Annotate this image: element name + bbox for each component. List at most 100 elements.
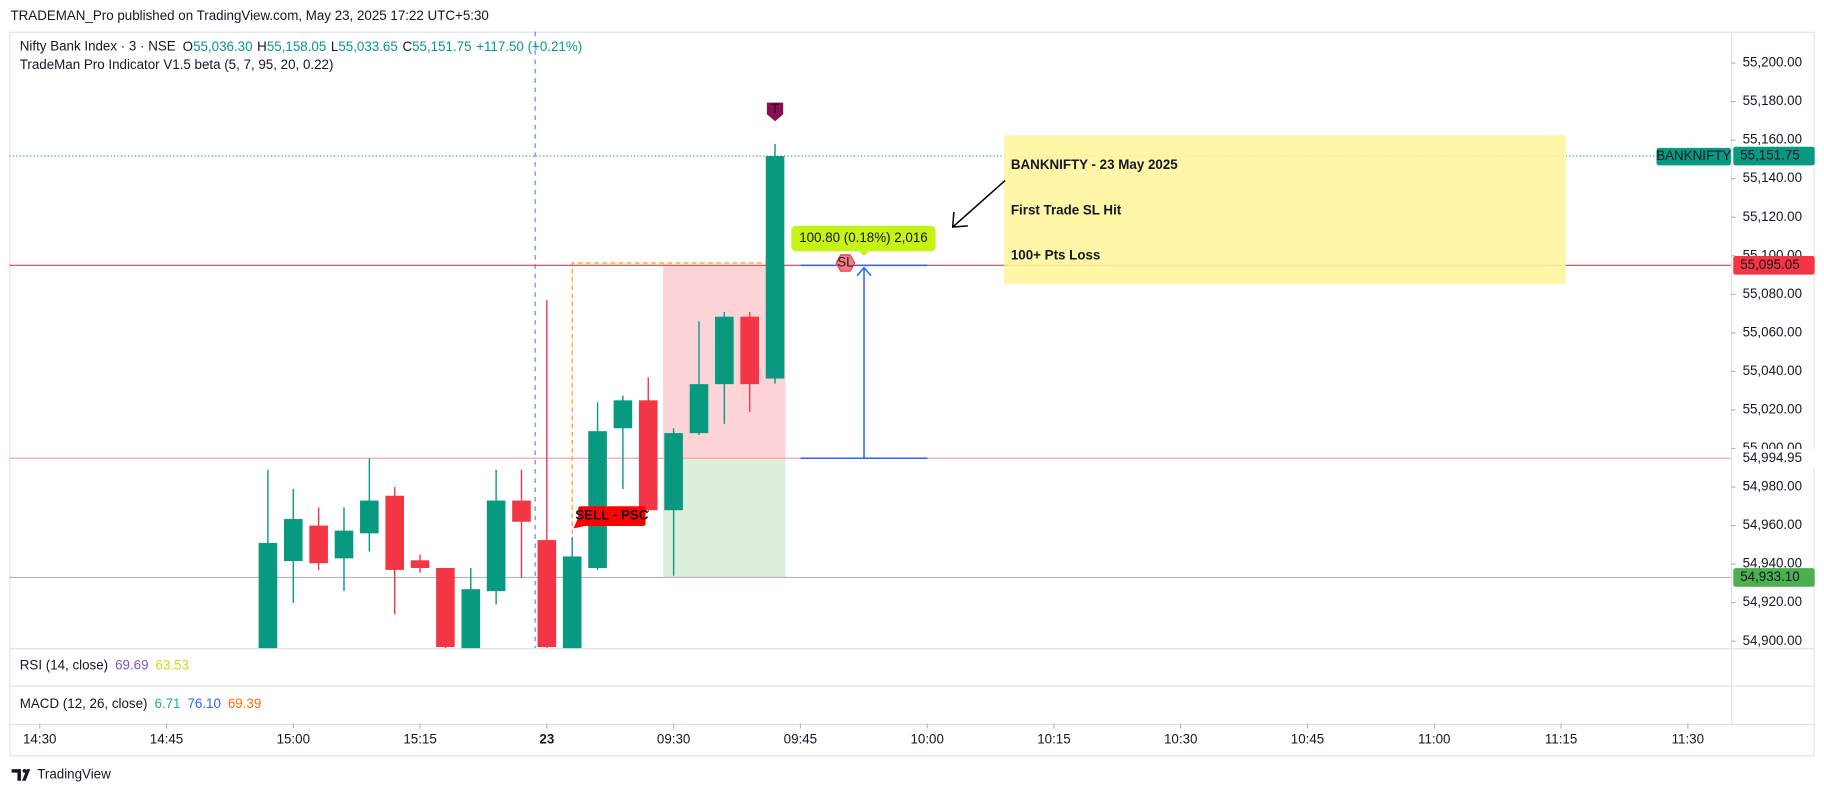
x-tick-label: 10:30 [1164,732,1197,747]
annotation-line: BANKNIFTY - 23 May 2025 [1011,157,1178,172]
measure-arrow-head [856,266,872,277]
x-tick-label: 09:30 [657,732,690,747]
candle-body [461,589,481,649]
pane-label: MACD (12, 26, close) [20,696,148,711]
x-tick-label: 23 [539,732,554,747]
legend-value: 55,158.05 [267,38,326,53]
candle-body [613,400,633,429]
legend-value: 55,151.75 [412,38,471,53]
pane-legend: MACD (12, 26, close) 6.71 76.10 69.39 [20,696,262,711]
measure-label-tip [859,251,869,257]
stop-price-tag: 55,095.05 [1740,257,1799,272]
candle-body [436,568,455,648]
footer-logo [11,769,31,781]
annotation-line: First Trade SL Hit [1011,202,1122,217]
indicator-name: TradeMan Pro Indicator V1.5 beta (5, 7, … [20,57,334,72]
candle-body [385,495,405,570]
annotation-line: 100+ Pts Loss [1011,248,1101,263]
y-tick-label: 55,160.00 [1743,132,1802,147]
pane-value: 76.10 [187,696,220,711]
measure-label: 100.80 (0.18%) 2,016 [799,230,928,245]
chart-frame [9,31,1815,757]
legend-value: 55,033.65 [338,38,397,53]
candle-body [664,433,683,511]
plot-area [9,31,1731,649]
signal-sell-tip [573,517,586,529]
legend-change: +117.50 (+0.21%) [476,38,582,53]
candle-body [410,560,430,569]
y-tick-label: 55,080.00 [1743,286,1802,301]
candle-body [689,384,709,434]
x-tick-label: 11:00 [1418,732,1450,747]
pane-value: 69.69 [115,657,148,672]
x-tick-label: 14:45 [150,732,183,747]
stop-marker [835,254,856,272]
y-tick-label: 55,120.00 [1743,209,1802,224]
signal-sell: SELL - PSC [575,508,649,523]
entry-price-tag-bg [1733,448,1815,468]
measure-label-bg [791,225,936,252]
target-price-tag: 54,933.10 [1740,569,1799,584]
candle-body [765,156,785,379]
y-tick-label: 55,040.00 [1743,363,1802,378]
signal-sell-bg [578,506,646,527]
x-tick-label: 15:00 [277,732,310,747]
x-tick-label: 11:15 [1545,732,1577,747]
pane-legend: RSI (14, close) 69.69 63.53 [20,657,189,672]
candle-body [309,525,328,564]
legend-value: 55,036.30 [193,38,252,53]
chart-title: Nifty Bank Index · 3 · NSE O55,036.30 H55,… [20,38,582,53]
annotation-arrow [952,179,1006,228]
entry-box [571,262,776,649]
y-tick-label: 55,200.00 [1743,55,1802,70]
y-tick-label: 55,020.00 [1743,402,1802,417]
candle-body [638,400,658,511]
x-tick-label: 15:15 [403,732,436,747]
legend-key: L [331,38,338,53]
x-tick-label: 09:45 [784,732,817,747]
x-tick-label: 10:45 [1291,732,1324,747]
pane-value: 63.53 [156,657,189,672]
y-tick-label: 55,140.00 [1743,170,1802,185]
entry-price-tag: 54,994.95 [1743,450,1802,465]
legend-key: H [257,38,267,53]
signal-top: T [771,101,779,116]
target-price-tag-bg [1733,568,1815,587]
y-tick-label: 54,920.00 [1743,594,1802,609]
footer-brand: TradingView [37,767,111,782]
annotation-bg [1003,135,1566,285]
last-price-name-bg [1656,147,1731,166]
y-tick-label: 55,180.00 [1743,93,1802,108]
x-tick-label: 11:30 [1672,732,1704,747]
candle-body [562,556,582,649]
y-tick-label: 54,940.00 [1743,556,1802,571]
last-price-tag-bg [1733,146,1815,166]
candle-body [283,519,303,562]
x-tick-label: 14:30 [23,732,56,747]
pane-label: RSI (14, close) [20,657,108,672]
annotation-arrow-head [951,211,968,228]
candle-body [258,542,278,649]
last-price-tag: 55,151.75 [1740,148,1799,163]
candle-body [334,530,354,559]
y-tick-label: 55,060.00 [1743,324,1802,339]
y-tick-label: 54,900.00 [1743,633,1802,648]
legend-key: O [183,38,193,53]
stop-price-tag-bg [1733,256,1815,275]
candle-body [740,316,759,385]
y-tick-label: 54,980.00 [1743,479,1802,494]
y-tick-label: 54,960.00 [1743,517,1802,532]
legend-key: C [402,38,412,53]
pane-value: 6.71 [154,696,180,711]
x-tick-label: 10:15 [1037,732,1070,747]
stop-label: SL [837,255,853,270]
signal-top-marker [766,102,784,122]
candle-body [537,540,557,648]
candle-body [715,316,734,385]
candle-body [360,500,379,534]
candle-body [588,431,607,569]
header: TRADEMAN_Pro published on TradingView.co… [10,8,488,23]
